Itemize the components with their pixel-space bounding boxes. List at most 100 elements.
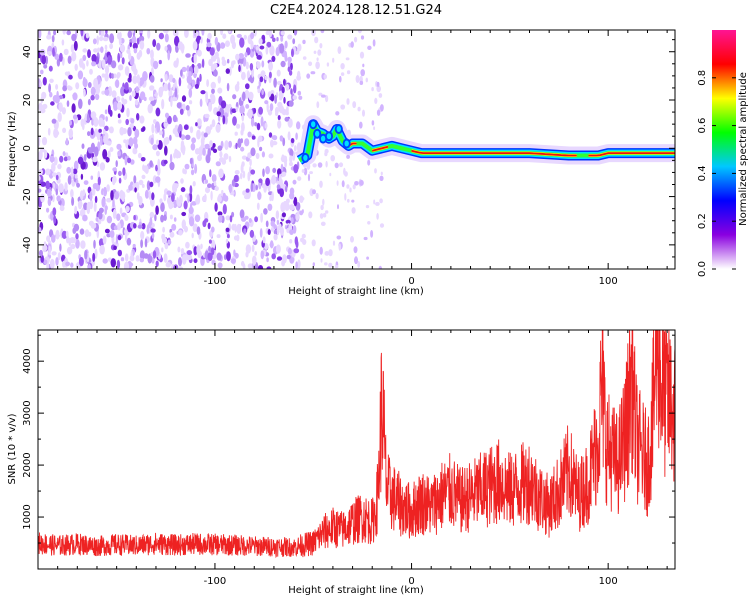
- noise-cell: [164, 145, 168, 156]
- noise-cell: [309, 171, 313, 175]
- noise-cell: [233, 189, 236, 197]
- noise-cell: [126, 107, 130, 118]
- noise-cell: [147, 30, 151, 39]
- noise-cell: [95, 85, 100, 95]
- noise-cell: [206, 79, 210, 88]
- noise-cell: [250, 182, 254, 193]
- noise-cell: [38, 30, 42, 39]
- noise-cell: [117, 222, 121, 231]
- noise-cell: [82, 48, 88, 53]
- noise-cell: [159, 130, 163, 136]
- noise-cell: [119, 52, 123, 59]
- noise-cell: [94, 146, 99, 157]
- noise-cell: [148, 190, 152, 200]
- noise-cell: [134, 187, 137, 193]
- noise-cell: [286, 254, 291, 260]
- noise-cell: [289, 155, 293, 164]
- noise-cell: [264, 122, 268, 129]
- noise-cell: [172, 127, 178, 135]
- noise-cell: [104, 89, 110, 96]
- noise-cell: [101, 188, 104, 196]
- noise-cell: [247, 131, 252, 138]
- noise-cell: [152, 39, 157, 48]
- noise-cell: [46, 51, 52, 55]
- noise-cell: [220, 42, 226, 49]
- noise-cell: [129, 123, 134, 129]
- noise-cell: [78, 98, 83, 110]
- ridge-blob-core: [315, 130, 320, 137]
- noise-cell: [257, 135, 263, 143]
- noise-cell: [152, 250, 157, 259]
- noise-cell: [62, 85, 68, 92]
- noise-cell: [140, 230, 145, 240]
- noise-cell: [243, 228, 247, 235]
- noise-cell: [124, 155, 128, 166]
- noise-cell: [61, 107, 66, 115]
- noise-cell: [181, 219, 186, 230]
- noise-cell: [112, 199, 115, 208]
- colorbar-gradient: [712, 30, 736, 269]
- noise-cell: [66, 30, 71, 36]
- noise-cell: [313, 50, 317, 54]
- noise-cell: [255, 184, 258, 191]
- noise-cell: [301, 169, 305, 173]
- noise-cell: [293, 84, 297, 94]
- noise-cell: [79, 209, 84, 217]
- noise-cell: [52, 47, 55, 57]
- noise-cell: [128, 52, 132, 61]
- noise-cell: [120, 257, 125, 262]
- noise-cell: [53, 215, 57, 225]
- noise-cell: [242, 170, 246, 179]
- noise-cell: [162, 226, 166, 233]
- noise-cell: [214, 186, 219, 192]
- noise-cell: [117, 113, 121, 119]
- noise-cell: [311, 239, 316, 247]
- noise-cell: [336, 180, 339, 186]
- noise-cell: [147, 253, 153, 264]
- noise-cell: [209, 47, 215, 56]
- noise-cell: [188, 216, 195, 227]
- noise-cell: [257, 191, 262, 201]
- noise-cell: [308, 211, 313, 219]
- noise-cell: [324, 251, 330, 256]
- noise-cell: [158, 59, 162, 65]
- noise-cell: [350, 41, 354, 48]
- noise-cell: [70, 166, 74, 176]
- noise-cell: [233, 174, 239, 183]
- noise-cell: [325, 95, 329, 103]
- noise-cell: [336, 235, 342, 240]
- noise-cell: [104, 206, 107, 215]
- noise-cell: [209, 169, 212, 178]
- noise-cell: [123, 139, 127, 144]
- noise-cell: [335, 111, 340, 116]
- noise-cell: [98, 211, 103, 220]
- noise-cell: [135, 255, 140, 262]
- noise-cell: [140, 239, 144, 249]
- noise-cell: [277, 119, 282, 129]
- noise-cell: [259, 45, 265, 50]
- noise-cell: [302, 39, 306, 45]
- noise-cell: [359, 121, 363, 129]
- noise-cell: [218, 214, 223, 223]
- noise-cell: [269, 195, 273, 202]
- noise-cell: [184, 30, 189, 39]
- noise-cell: [49, 78, 54, 84]
- noise-cell: [111, 90, 117, 98]
- noise-cell: [262, 37, 266, 43]
- noise-cell: [282, 254, 287, 264]
- noise-cell: [83, 180, 89, 186]
- noise-cell: [197, 49, 202, 57]
- noise-cell: [104, 125, 109, 131]
- noise-cell: [275, 244, 281, 254]
- noise-cell: [182, 145, 186, 156]
- noise-cell: [365, 77, 368, 83]
- noise-cell: [285, 185, 288, 193]
- noise-cell: [220, 30, 224, 36]
- noise-cell: [240, 146, 245, 152]
- noise-cell: [149, 181, 154, 188]
- noise-cell: [174, 35, 180, 47]
- noise-cell: [236, 223, 242, 234]
- snr-ytick-label: 3000: [22, 400, 33, 425]
- noise-cell: [328, 249, 333, 257]
- noise-cell: [225, 215, 231, 221]
